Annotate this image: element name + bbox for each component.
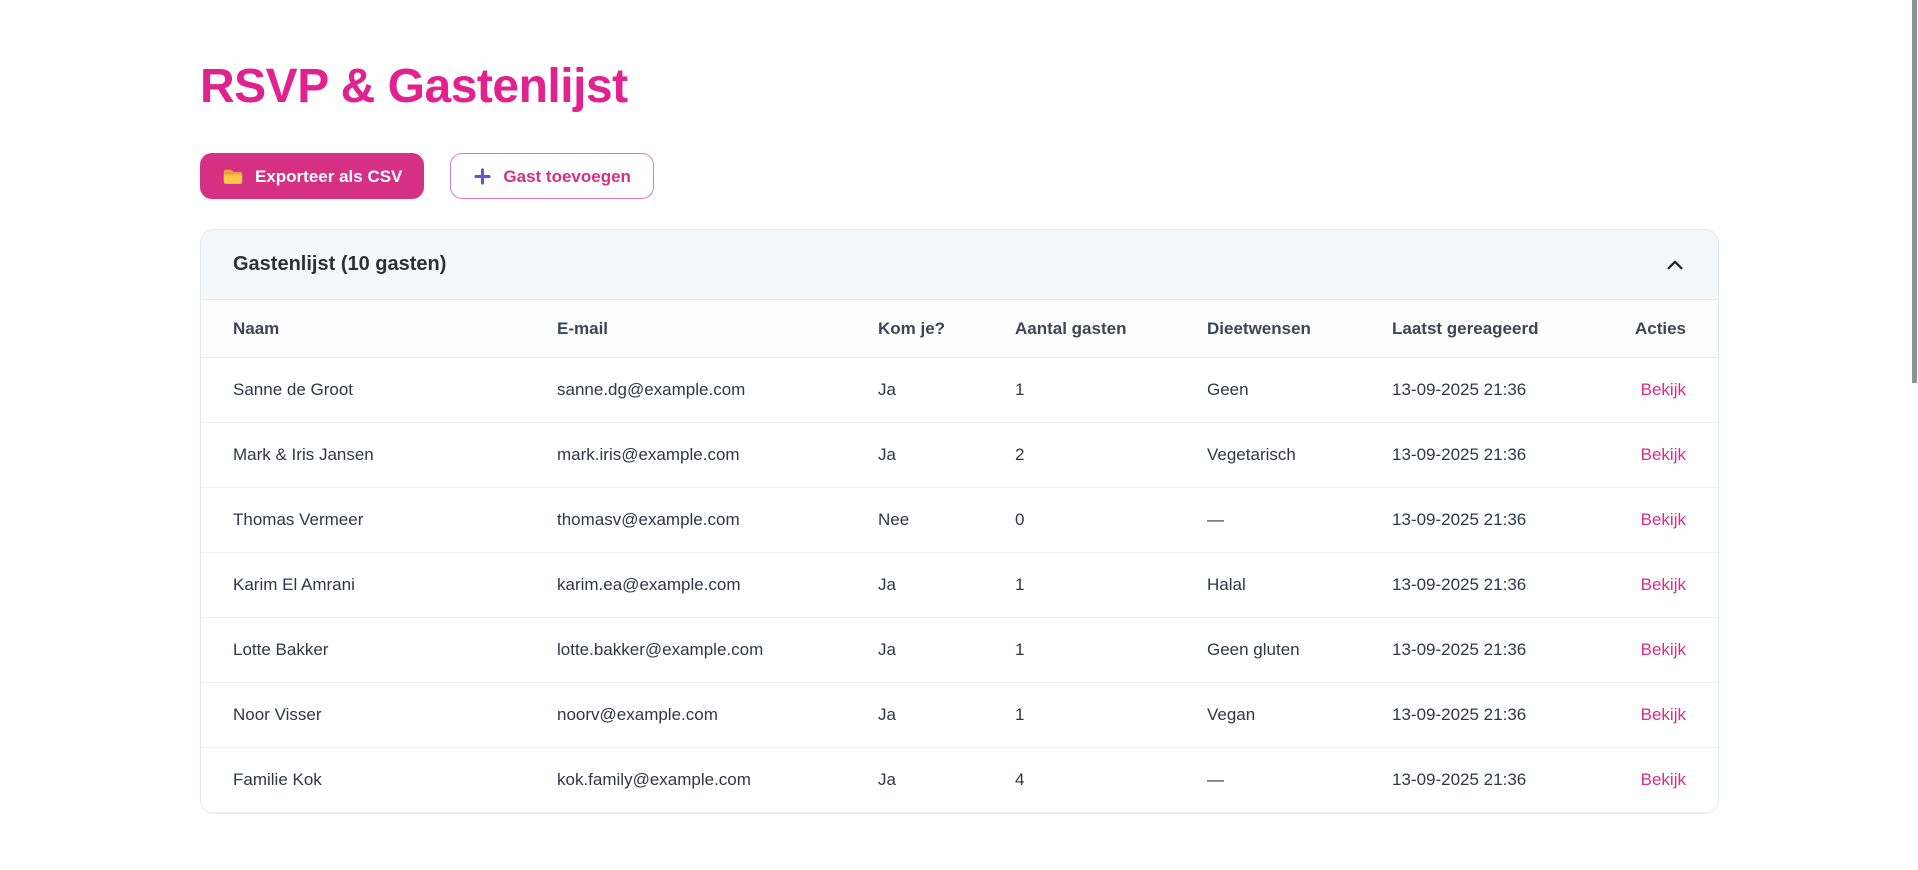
page-title: RSVP & Gastenlijst (200, 60, 628, 113)
guest-actions-cell: Bekijk (1590, 380, 1686, 400)
guest-diet-cell: Vegan (1207, 705, 1256, 724)
guest-view-link[interactable]: Bekijk (1640, 575, 1686, 594)
guest-table-row: Noor Visser noorv@example.com Ja 1 Vegan 13-0… (201, 683, 1718, 748)
guest-attending-cell: Ja (878, 445, 896, 464)
guest-name-cell: Mark & Iris Jansen (233, 445, 374, 464)
guest-last-response-cell: 13-09-2025 21:36 (1392, 445, 1527, 464)
guest-count-cell: 1 (1015, 575, 1025, 594)
scrollbar-thumb[interactable] (1912, 0, 1917, 383)
guest-list-title: Gastenlijst (10 gasten) (233, 253, 447, 275)
guest-count-cell: 1 (1015, 640, 1025, 659)
guest-last-response-cell: 13-09-2025 21:36 (1392, 770, 1527, 789)
guest-view-link[interactable]: Bekijk (1640, 705, 1686, 724)
guest-last-response-cell: 13-09-2025 21:36 (1392, 510, 1527, 529)
guest-count-cell: 1 (1015, 380, 1025, 399)
guest-email-cell: karim.ea@example.com (557, 575, 741, 594)
guest-diet-cell: — (1207, 510, 1224, 529)
column-header-email: E-mail (557, 318, 609, 338)
guest-count-cell: 0 (1015, 510, 1025, 529)
guest-email-cell: thomasv@example.com (557, 510, 740, 529)
column-header-acties: Acties (1634, 318, 1686, 338)
guest-actions-cell: Bekijk (1590, 705, 1686, 725)
guest-count-cell: 4 (1015, 770, 1025, 789)
guest-view-link[interactable]: Bekijk (1640, 380, 1686, 399)
guest-attending-cell: Nee (878, 510, 910, 529)
guest-attending-cell: Ja (878, 705, 896, 724)
guest-name-cell: Thomas Vermeer (233, 510, 364, 529)
guest-name-cell: Lotte Bakker (233, 640, 329, 659)
guest-email-cell: sanne.dg@example.com (557, 380, 746, 399)
column-header-kom-je: Kom je? (878, 318, 946, 338)
guest-last-response-cell: 13-09-2025 21:36 (1392, 575, 1527, 594)
guest-table-row: Thomas Vermeer thomasv@example.com Nee 0 — 13… (201, 488, 1718, 553)
guest-list-card-header[interactable]: Gastenlijst (10 gasten) (201, 230, 1718, 300)
guest-view-link[interactable]: Bekijk (1640, 445, 1686, 464)
toolbar: Exporteer als CSV Gast toevoegen (200, 153, 1719, 199)
guest-diet-cell: Halal (1207, 575, 1246, 594)
guest-attending-cell: Ja (878, 380, 896, 399)
guest-name-cell: Noor Visser (233, 705, 322, 724)
export-csv-label: Exporteer als CSV (255, 166, 403, 186)
guest-email-cell: mark.iris@example.com (557, 445, 740, 464)
add-guest-label: Gast toevoegen (503, 166, 631, 186)
export-csv-button[interactable]: Exporteer als CSV (200, 153, 425, 199)
guest-name-cell: Sanne de Groot (233, 380, 354, 399)
column-header-laatst-gereageerd: Laatst gereageerd (1392, 318, 1539, 338)
guest-last-response-cell: 13-09-2025 21:36 (1392, 705, 1527, 724)
guest-table-row: Mark & Iris Jansen mark.iris@example.com J… (201, 423, 1718, 488)
guest-last-response-cell: 13-09-2025 21:36 (1392, 380, 1527, 399)
guest-actions-cell: Bekijk (1590, 510, 1686, 530)
chevron-up-icon[interactable] (1664, 254, 1686, 276)
guest-diet-cell: — (1207, 770, 1224, 789)
rsvp-page-content: RSVP & Gastenlijst Exporteer als CSV Gas… (200, 58, 1719, 814)
guest-diet-cell: Geen (1207, 380, 1249, 399)
guest-count-cell: 2 (1015, 445, 1025, 464)
guest-table-row: Karim El Amrani karim.ea@example.com Ja 1 Ha… (201, 553, 1718, 618)
folder-icon (222, 167, 244, 186)
guest-table-row: Familie Kok kok.family@example.com Ja 4 — 13-… (201, 748, 1718, 813)
guest-table-row: Lotte Bakker lotte.bakker@example.com Ja 1 G… (201, 618, 1718, 683)
column-header-naam: Naam (233, 318, 280, 338)
guest-actions-cell: Bekijk (1590, 445, 1686, 465)
guest-name-cell: Karim El Amrani (233, 575, 355, 594)
guest-actions-cell: Bekijk (1590, 640, 1686, 660)
guest-actions-cell: Bekijk (1590, 770, 1686, 790)
guest-view-link[interactable]: Bekijk (1640, 770, 1686, 789)
guest-table: Naam E-mail Kom je? Aantal gasten Dieetw… (201, 300, 1718, 813)
guest-email-cell: kok.family@example.com (557, 770, 751, 789)
guest-view-link[interactable]: Bekijk (1640, 640, 1686, 659)
guest-table-row: Sanne de Groot sanne.dg@example.com Ja 1 Gee… (201, 358, 1718, 423)
guest-view-link[interactable]: Bekijk (1640, 510, 1686, 529)
column-header-dieetwensen: Dieetwensen (1207, 318, 1311, 338)
column-header-aantal-gasten: Aantal gasten (1015, 318, 1127, 338)
guest-actions-cell: Bekijk (1590, 575, 1686, 595)
guest-attending-cell: Ja (878, 640, 896, 659)
guest-email-cell: noorv@example.com (557, 705, 718, 724)
guest-attending-cell: Ja (878, 575, 896, 594)
guest-email-cell: lotte.bakker@example.com (557, 640, 764, 659)
guest-last-response-cell: 13-09-2025 21:36 (1392, 640, 1527, 659)
add-guest-button[interactable]: Gast toevoegen (450, 153, 654, 199)
guest-table-body: Sanne de Groot sanne.dg@example.com Ja 1 Gee… (201, 358, 1718, 813)
guest-list-card: Gastenlijst (10 gasten) Naam E-mail Kom … (200, 229, 1719, 814)
guest-attending-cell: Ja (878, 770, 896, 789)
guest-diet-cell: Vegetarisch (1207, 445, 1296, 464)
guest-count-cell: 1 (1015, 705, 1025, 724)
guest-name-cell: Familie Kok (233, 770, 322, 789)
guest-diet-cell: Geen gluten (1207, 640, 1300, 659)
plus-icon (473, 167, 492, 186)
guest-table-header-row: Naam E-mail Kom je? Aantal gasten Dieetw… (201, 300, 1718, 358)
